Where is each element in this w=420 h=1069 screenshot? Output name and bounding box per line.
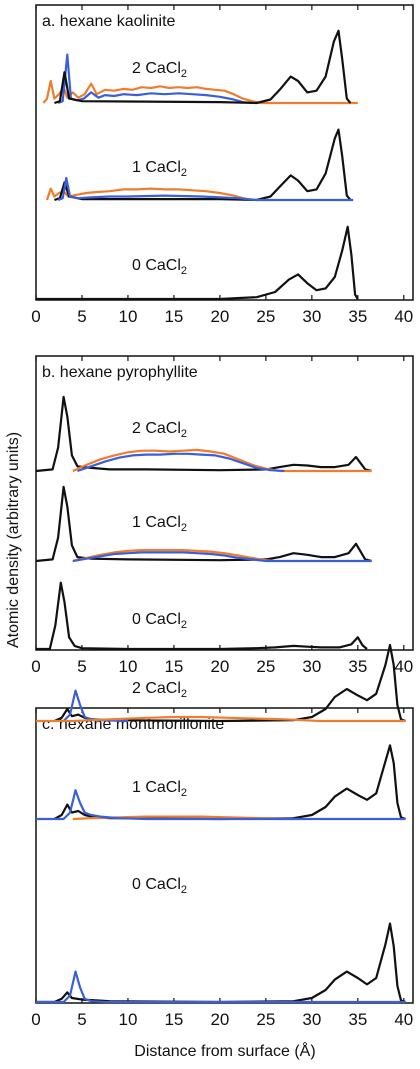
panel-title: a. hexane kaolinite [42,13,176,30]
trace-label: 0 CaCl2 [132,611,187,631]
trace: 0 CaCl2 [36,581,368,651]
series-line-blue [57,176,354,202]
trace: 1 CaCl2 [45,128,354,202]
x-tick-label: 5 [77,657,86,676]
x-tick-label: 35 [348,307,367,326]
x-tick-label: 10 [118,1010,137,1029]
series-line-black [53,744,406,821]
panel: 0 5 10 15 20 25 30 35 40c. hexane montmorillonit… [31,643,414,1029]
trace-label: 0 CaCl2 [132,257,187,277]
x-tick-label: 25 [256,307,275,326]
series-line-black [36,922,406,1004]
trace-label: 2 CaCl2 [132,680,187,700]
plot-frame [35,4,414,301]
x-tick-label: 0 [31,657,40,676]
x-tick-label: 15 [164,307,183,326]
series-line-orange [72,448,372,473]
series-line-blue [36,789,406,821]
x-tick-label: 30 [302,657,321,676]
trace-label-subscript: 2 [181,619,187,631]
trace-label-subscript: 2 [181,265,187,277]
x-axis-label: Distance from surface (Å) [134,1041,315,1060]
trace-label: 2 CaCl2 [132,60,187,80]
trace: 1 CaCl2 [36,744,406,821]
trace: 2 CaCl2 [36,643,406,723]
x-tick-label: 20 [210,657,229,676]
plot-frame [35,355,414,651]
trace: 2 CaCl2 [35,395,372,473]
x-tick-label: 10 [118,657,137,676]
trace: 0 CaCl2 [36,225,359,301]
series-line-black [54,128,352,202]
trace-label-subscript: 2 [181,428,187,440]
x-tick-label: 10 [118,307,137,326]
x-tick-label: 30 [302,1010,321,1029]
x-tick-label: 25 [256,1010,275,1029]
x-tick-label: 0 [31,307,40,326]
trace-label-subscript: 2 [181,787,187,799]
x-tick-label: 30 [302,307,321,326]
trace: 2 CaCl2 [42,29,358,105]
x-tick-label: 0 [31,1010,40,1029]
series-line-blue [77,452,285,473]
series-line-black [36,225,359,301]
x-tick-label: 25 [256,657,275,676]
trace-label-subscript: 2 [181,167,187,179]
panel: 0 5 10 15 20 25 30 35 40 b. hexane pyrophyllite 2 … [31,355,414,676]
x-tick-label: 40 [394,657,413,676]
series-line-orange [36,715,406,723]
trace-label-subscript: 2 [181,68,187,80]
trace-label: 2 CaCl2 [132,420,187,440]
trace: 1 CaCl2 [35,485,372,563]
series-line-black [53,643,406,723]
series-line-black [54,29,352,105]
x-tick-label: 35 [348,657,367,676]
panel: 0 5 10 15 20 25 30 35 40 a. hexane kaolinite 2 CaC… [31,4,414,326]
x-tick-label: 20 [210,307,229,326]
x-tick-label: 5 [77,1010,86,1029]
y-axis-label: Atomic density (arbitrary units) [5,432,22,648]
trace-label: 1 CaCl2 [132,514,187,534]
x-tick-label: 5 [77,307,86,326]
series-line-blue [36,970,406,1004]
trace-label: 1 CaCl2 [132,159,187,179]
x-tick-label: 35 [348,1010,367,1029]
x-tick-label: 15 [164,1010,183,1029]
series-line-blue [72,551,372,563]
series-line-black [35,395,372,473]
x-tick-label: 20 [210,1010,229,1029]
series-line-black [36,581,368,651]
series-line-black [35,485,372,563]
trace-label-subscript: 2 [181,884,187,896]
trace-label-subscript: 2 [181,522,187,534]
x-tick-label: 15 [164,657,183,676]
panel-title: b. hexane pyrophyllite [42,364,198,381]
plot-frame [35,707,414,1004]
x-tick-label: 40 [394,1010,413,1029]
x-tick-label: 40 [394,307,413,326]
trace-label-subscript: 2 [181,688,187,700]
trace-label: 1 CaCl2 [132,779,187,799]
trace-label: 0 CaCl2 [132,876,187,896]
series-line-orange [72,549,276,563]
trace: 0 CaCl2 [36,876,406,1004]
